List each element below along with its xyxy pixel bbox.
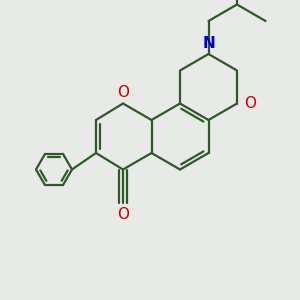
Text: O: O (244, 96, 256, 111)
Text: N: N (202, 36, 215, 51)
Text: O: O (117, 85, 129, 100)
Text: O: O (117, 207, 129, 222)
